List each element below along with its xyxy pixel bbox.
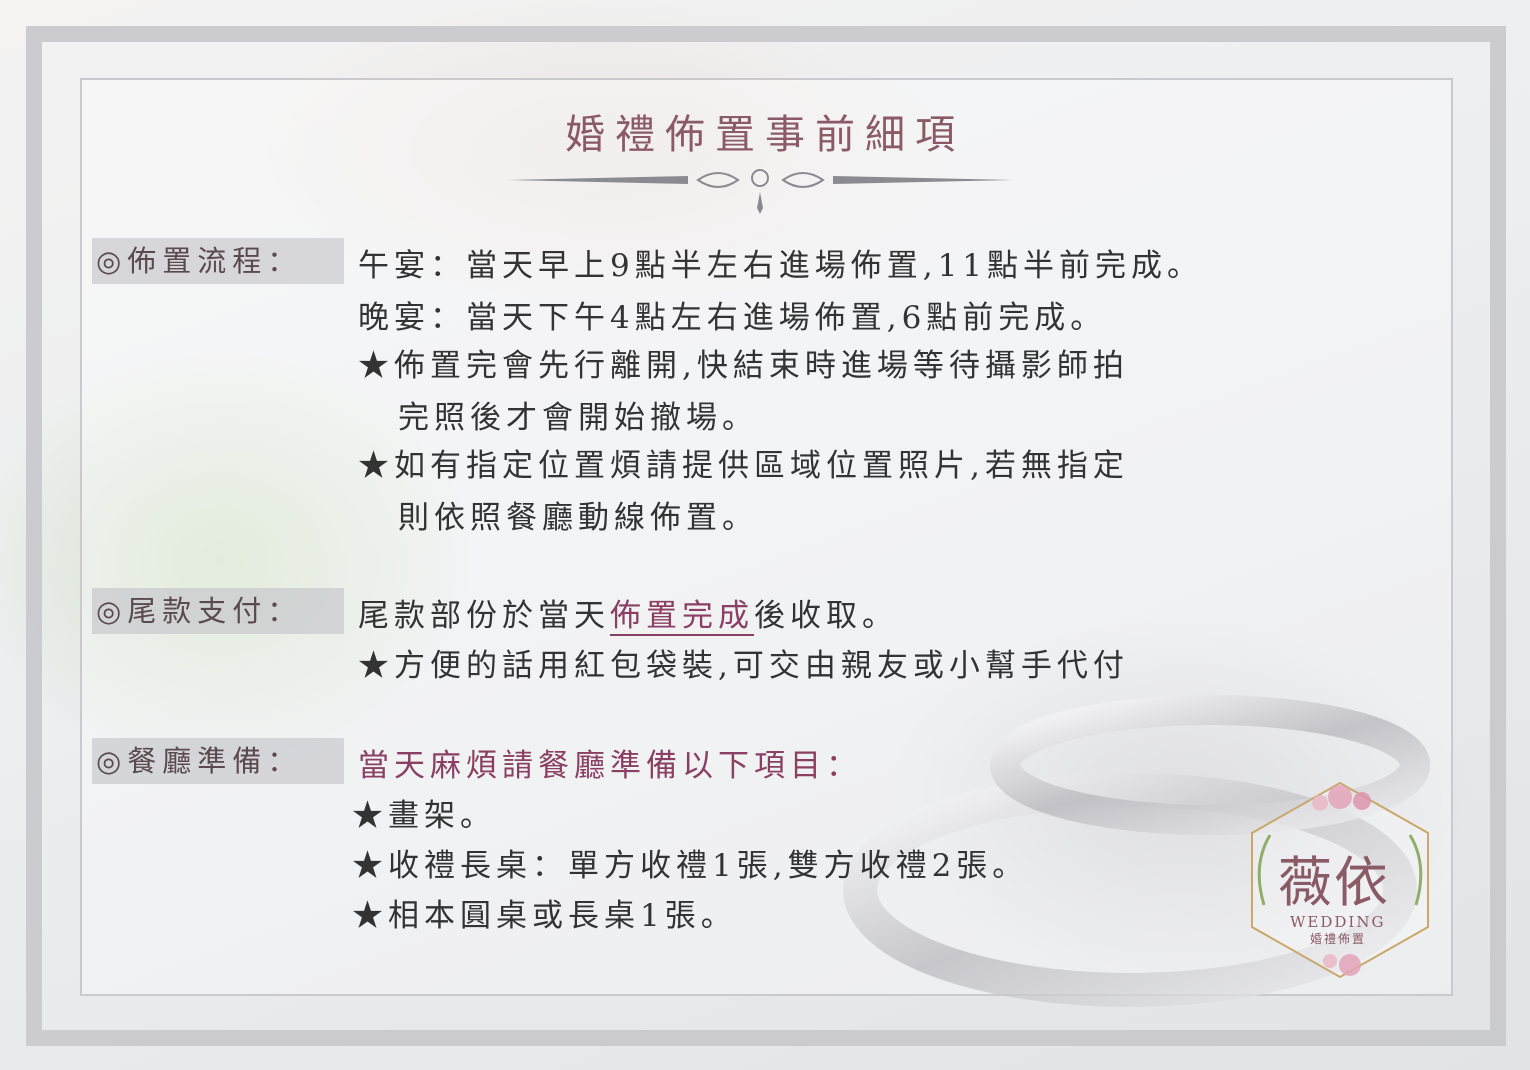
flow-line: 則依照餐廳動線佈置。	[398, 500, 758, 536]
outer-frame	[26, 26, 1506, 1046]
flow-line: 午宴：當天早上9點半左右進場佈置,11點半前完成。	[358, 248, 1204, 284]
page-title: 婚禮佈置事前細項	[565, 112, 965, 158]
restaurant-item: ★相本圓桌或長桌1張。	[352, 898, 737, 934]
flow-line: ★如有指定位置煩請提供區域位置照片,若無指定	[358, 448, 1129, 484]
section-label-payment: ◎尾款支付：	[92, 588, 344, 634]
logo-name: 薇依	[1278, 851, 1390, 914]
section-label-flow: ◎佈置流程：	[92, 238, 344, 284]
flow-line: 晚宴：當天下午4點左右進場佈置,6點前完成。	[358, 300, 1107, 336]
section-label-restaurant: ◎餐廳準備：	[92, 738, 344, 784]
logo-subtitle: 婚禮佈置	[1310, 932, 1367, 946]
restaurant-intro: 當天麻煩請餐廳準備以下項目：	[358, 748, 862, 784]
payment-prefix: 尾款部份於當天	[358, 598, 610, 634]
ornament-divider	[508, 169, 1013, 214]
payment-note: ★方便的話用紅包袋裝,可交由親友或小幫手代付	[358, 648, 1129, 684]
payment-suffix: 後收取。	[754, 598, 898, 634]
logo-floral-frame	[1251, 781, 1429, 979]
wedding-rings-illustration	[843, 695, 1430, 1007]
logo-english: WEDDING	[1290, 913, 1386, 931]
restaurant-item: ★畫架。	[352, 798, 496, 834]
flow-line: ★佈置完會先行離開,快結束時進場等待攝影師拍	[358, 348, 1129, 384]
payment-line: 尾款部份於當天佈置完成後收取。	[358, 590, 898, 636]
inner-frame	[80, 78, 1453, 996]
payment-highlight: 佈置完成	[610, 598, 754, 636]
restaurant-item: ★收禮長桌：單方收禮1張,雙方收禮2張。	[352, 848, 1029, 884]
flow-line: 完照後才會開始撤場。	[398, 400, 758, 436]
